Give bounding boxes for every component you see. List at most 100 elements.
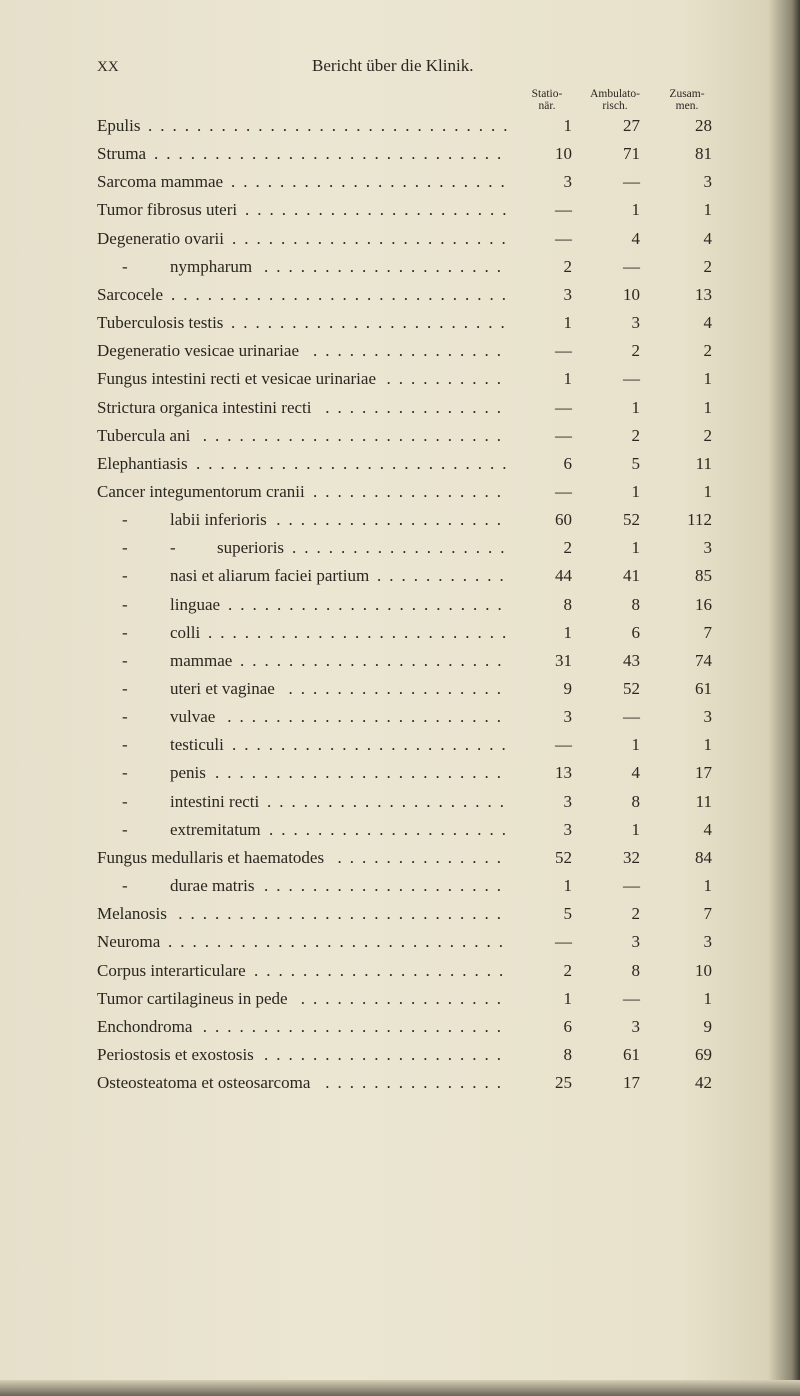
cell-value: 9 [563,679,573,698]
cell-value: 13 [695,284,712,304]
cell-value: 4 [703,819,713,839]
row-label: linguae [170,594,221,614]
table-row: - penis 13 4 17........................ [97,762,737,784]
leader-dots: ................ [313,341,509,361]
cell-value: 1 [563,369,573,389]
cell-value: 5 [563,904,573,924]
leader-dots: .............. [337,847,509,867]
column-header-line: Ambulato- [590,88,640,100]
cell-value: 1 [563,622,573,642]
table-row: Struma 10 71 81............................… [97,143,737,165]
cell-value: 52 [555,847,572,867]
cell-value: — [555,228,572,248]
leader-dots: .................... [264,256,509,276]
column-header-line: Zusam- [669,88,705,100]
table-row: Melanosis 5 2 7........................... [97,903,737,925]
running-title: Bericht über die Klinik. [312,56,474,75]
row-label: Osteosteatoma et osteosarcoma [97,1073,311,1093]
ditto-dash: - [122,791,128,811]
cell-value: 8 [563,594,573,614]
cell-value: 3 [631,313,641,333]
cell-value: 43 [623,650,640,670]
column-header: Zusam-men. [653,88,721,112]
row-label: nympharum [170,256,253,276]
leader-dots: ....................... [232,228,509,248]
column-header-line: men. [675,100,699,112]
leader-dots: ....................... [231,313,509,333]
cell-value: 28 [695,116,712,135]
ditto-dash: - [122,650,128,670]
cell-value: 1 [563,116,573,135]
table-row: Periostosis et exostosis 8 61 69...........… [97,1044,737,1066]
ditto-dash: - [122,679,128,698]
table-row: Osteosteatoma et osteosarcoma 25 17 42.....… [97,1072,737,1094]
cell-value: 3 [631,932,641,952]
table-row: - extremitatum 3 1 4.................... [97,819,737,841]
leader-dots: ....................... [232,735,509,755]
cell-value: 6 [563,1016,573,1036]
table-row: - mammae 31 43 74...................... [97,650,737,672]
cell-value: 6 [563,453,573,473]
table-row: Sarcocele 3 10 13..........................… [97,284,737,306]
row-label: extremitatum [170,819,261,839]
cell-value: 4 [703,228,713,248]
table-row: Cancer integumentorum cranii — 1 1.........… [97,481,737,503]
table-row: - colli 1 6 7......................... [97,622,737,644]
leader-dots: ............................. [154,144,509,164]
cell-value: 1 [631,481,641,501]
cell-value: — [623,707,640,727]
ditto-dash: - [122,622,128,642]
cell-value: 27 [623,116,640,135]
table-row: Neuroma — 3 3............................ [97,931,737,953]
cell-value: — [555,481,572,501]
ditto-dash: - [122,707,128,727]
cell-value: 60 [555,510,572,530]
cell-value: — [555,932,572,952]
row-label: Epulis [97,116,141,135]
leader-dots: ......................... [202,1016,509,1036]
ditto-dash: - [122,763,128,783]
cell-value: 3 [563,172,573,192]
row-label: Periostosis et exostosis [97,1044,254,1064]
row-label: uteri et vaginae [170,679,275,698]
row-label: labii inferioris [170,510,267,530]
cell-value: 1 [703,988,713,1008]
cell-value: — [555,200,572,220]
cell-value: 41 [623,566,640,586]
cell-value: 3 [563,707,573,727]
table-row: Corpus interarticulare 2 8 10..............… [97,960,737,982]
cell-value: — [623,369,640,389]
cell-value: 25 [555,1073,572,1093]
cell-value: 4 [703,313,713,333]
table-row: Sarcoma mammae 3 — 3....................... [97,171,737,193]
cell-value: 8 [563,1044,573,1064]
ditto-dash: - [122,735,128,755]
cell-value: 1 [631,200,641,220]
cell-value: 52 [623,679,640,698]
cell-value: 61 [695,679,712,698]
cell-value: 5 [631,453,641,473]
cell-value: 1 [703,481,713,501]
cell-value: 3 [703,538,713,558]
cell-value: 13 [555,763,572,783]
cell-value: 9 [703,1016,713,1036]
cell-value: 4 [631,228,641,248]
table-row: Strictura organica intestini recti — 1 1...… [97,397,737,419]
row-label: Struma [97,144,147,164]
cell-value: 1 [703,369,713,389]
row-label: Cancer integumentorum cranii [97,481,305,501]
cell-value: 17 [695,763,712,783]
cell-value: 84 [695,847,712,867]
cell-value: 17 [623,1073,640,1093]
row-label: Fungus medullaris et haematodes [97,847,325,867]
cell-value: 1 [703,876,713,896]
leader-dots: ................... [276,510,509,530]
cell-value: 1 [563,988,573,1008]
leader-dots: ......................... [202,425,509,445]
leader-dots: .................... [269,819,509,839]
leader-dots: ................. [300,988,509,1008]
cell-value: 1 [563,313,573,333]
cell-value: — [623,876,640,896]
cell-value: — [555,397,572,417]
cell-value: 7 [703,904,713,924]
